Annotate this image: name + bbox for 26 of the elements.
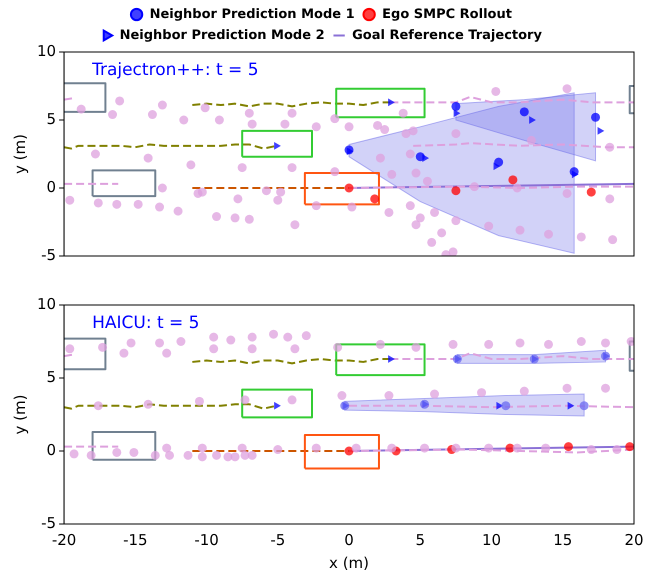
- x-tick-label: -5: [270, 530, 286, 549]
- y-tick-label: 5: [46, 368, 56, 386]
- text: HAICU: t = 5: [92, 312, 200, 333]
- y-tick-label: 10: [36, 42, 56, 60]
- y-tick-label: 0: [46, 440, 56, 459]
- x-tick-label: 15: [553, 530, 572, 549]
- legend-label: Goal Reference Trajectory: [352, 28, 542, 43]
- legend-label: Neighbor Prediction Mode 1: [150, 6, 355, 22]
- y-axis-title: y (m): [10, 134, 29, 174]
- x-tick-label: 0: [344, 530, 354, 549]
- y-axis-title: y (m): [10, 394, 29, 434]
- y-tick-label: -5: [41, 514, 56, 532]
- x-axis-title: x (m): [329, 554, 370, 572]
- x-tick-label: -15: [123, 530, 148, 549]
- x-tick-label: 20: [624, 530, 644, 549]
- legend-label: Ego SMPC Rollout: [382, 6, 512, 22]
- y-tick-label: 0: [46, 178, 56, 196]
- x-tick-label: -20: [52, 530, 76, 549]
- legend-label: Neighbor Prediction Mode 2: [120, 28, 325, 43]
- x-tick-label: -10: [194, 530, 219, 549]
- x-tick-label: 10: [482, 530, 502, 549]
- y-tick-label: 10: [36, 294, 56, 313]
- x-tick-label: 5: [416, 530, 426, 549]
- y-tick-label: 5: [46, 110, 56, 128]
- text: Trajectron++: t = 5: [91, 60, 259, 80]
- y-tick-label: -5: [41, 246, 56, 264]
